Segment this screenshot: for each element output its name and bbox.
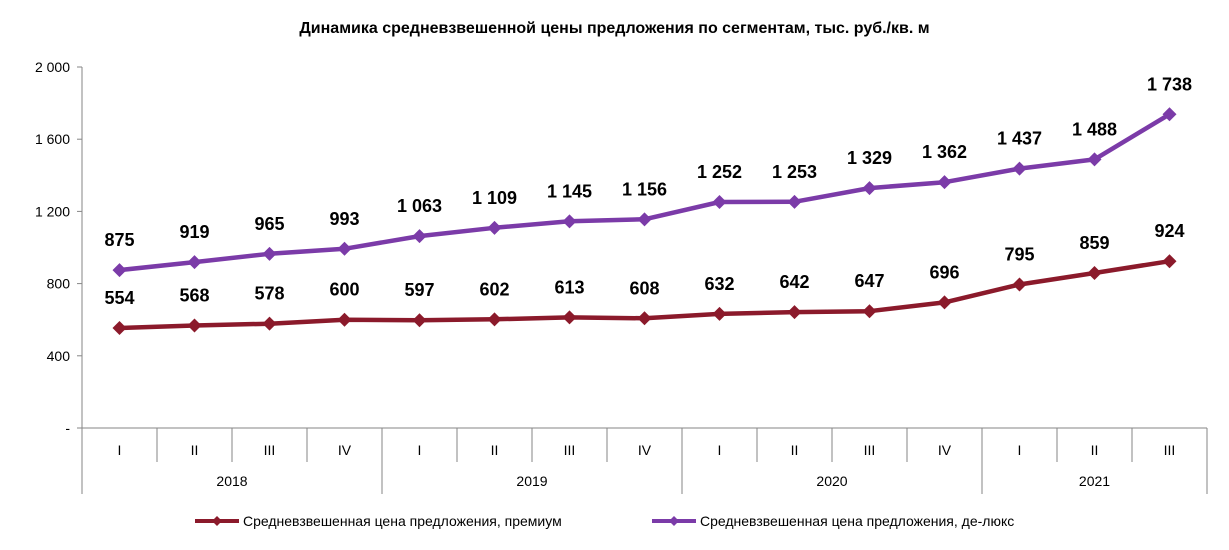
data-point-marker <box>1012 161 1027 176</box>
chart-legend: Средневзвешенная цена предложения, преми… <box>195 513 1014 529</box>
data-label: 632 <box>704 274 734 294</box>
data-point-marker <box>1087 265 1102 280</box>
data-label: 875 <box>104 230 134 250</box>
data-point-marker <box>562 214 577 229</box>
data-labels-layer: 554 568 578 600 597 602 613 608 632 642 647 696 795 8… <box>104 74 1192 308</box>
data-label: 919 <box>179 222 209 242</box>
data-label: 642 <box>779 272 809 292</box>
data-label: 608 <box>629 278 659 298</box>
y-tick-label: - <box>65 420 70 436</box>
data-label: 993 <box>329 209 359 229</box>
x-category-label: I <box>118 442 122 458</box>
data-point-marker <box>187 255 202 270</box>
data-point-marker <box>337 241 352 256</box>
data-point-marker <box>562 310 577 325</box>
x-group-label: 2019 <box>516 473 547 489</box>
data-label: 1 145 <box>547 181 592 201</box>
data-point-marker <box>487 312 502 327</box>
data-label: 696 <box>929 262 959 282</box>
legend-label: Средневзвешенная цена предложения, преми… <box>243 513 562 529</box>
y-tick-label: 800 <box>47 276 71 292</box>
data-point-marker <box>862 304 877 319</box>
data-label: 1 063 <box>397 196 442 216</box>
data-point-marker <box>637 212 652 227</box>
data-point-marker <box>112 321 127 336</box>
data-point-marker <box>412 229 427 244</box>
data-label: 1 437 <box>997 129 1042 149</box>
data-point-marker <box>787 194 802 209</box>
x-category-label: I <box>1018 442 1022 458</box>
data-point-marker <box>337 312 352 327</box>
data-label: 1 156 <box>622 179 667 199</box>
legend-label: Средневзвешенная цена предложения, де-лю… <box>700 513 1014 529</box>
data-point-marker <box>637 311 652 326</box>
x-category-label: IV <box>638 442 652 458</box>
data-label: 602 <box>479 279 509 299</box>
data-label: 924 <box>1154 221 1184 241</box>
x-category-label: III <box>564 442 576 458</box>
x-category-label: II <box>1091 442 1099 458</box>
legend-marker-swatch <box>212 516 222 526</box>
data-point-marker <box>262 246 277 261</box>
x-category-label: IV <box>338 442 352 458</box>
data-point-marker <box>187 318 202 333</box>
data-point-marker <box>487 220 502 235</box>
data-point-marker <box>712 195 727 210</box>
data-label: 568 <box>179 285 209 305</box>
data-point-marker <box>262 316 277 331</box>
x-category-label: I <box>418 442 422 458</box>
data-point-marker <box>112 263 127 278</box>
data-point-marker <box>937 295 952 310</box>
x-group-label: 2018 <box>216 473 247 489</box>
data-point-marker <box>862 181 877 196</box>
x-category-label: III <box>864 442 876 458</box>
legend-marker-swatch <box>669 516 679 526</box>
data-point-marker <box>1012 277 1027 292</box>
data-label: 795 <box>1004 245 1034 265</box>
x-category-label: IV <box>938 442 952 458</box>
data-point-marker <box>712 306 727 321</box>
y-tick-label: 400 <box>47 348 71 364</box>
data-point-marker <box>1162 107 1177 122</box>
x-category-label: II <box>191 442 199 458</box>
data-label: 965 <box>254 214 284 234</box>
data-point-marker <box>1087 152 1102 167</box>
data-label: 1 253 <box>772 162 817 182</box>
data-label: 554 <box>104 288 134 308</box>
data-point-marker <box>1162 254 1177 269</box>
data-point-marker <box>412 313 427 328</box>
data-label: 859 <box>1079 233 1109 253</box>
x-category-label: II <box>791 442 799 458</box>
x-category-label: III <box>1164 442 1176 458</box>
chart-title: Динамика средневзвешенной цены предложен… <box>299 20 930 37</box>
data-label: 1 252 <box>697 162 742 182</box>
series-layer <box>112 107 1177 336</box>
data-label: 1 362 <box>922 142 967 162</box>
x-group-label: 2020 <box>816 473 847 489</box>
y-tick-label: 2 000 <box>35 59 70 75</box>
x-category-label: II <box>491 442 499 458</box>
data-label: 1 488 <box>1072 119 1117 139</box>
data-label: 647 <box>854 271 884 291</box>
data-label: 578 <box>254 284 284 304</box>
x-category-label: I <box>718 442 722 458</box>
y-tick-label: 1 200 <box>35 203 70 219</box>
data-label: 1 109 <box>472 188 517 208</box>
x-category-label: III <box>264 442 276 458</box>
data-label: 1 329 <box>847 148 892 168</box>
data-label: 613 <box>554 277 584 297</box>
data-point-marker <box>937 175 952 190</box>
data-label: 600 <box>329 280 359 300</box>
data-point-marker <box>787 305 802 320</box>
y-tick-label: 1 600 <box>35 131 70 147</box>
data-label: 597 <box>404 280 434 300</box>
x-group-label: 2021 <box>1079 473 1110 489</box>
data-label: 1 738 <box>1147 74 1192 94</box>
